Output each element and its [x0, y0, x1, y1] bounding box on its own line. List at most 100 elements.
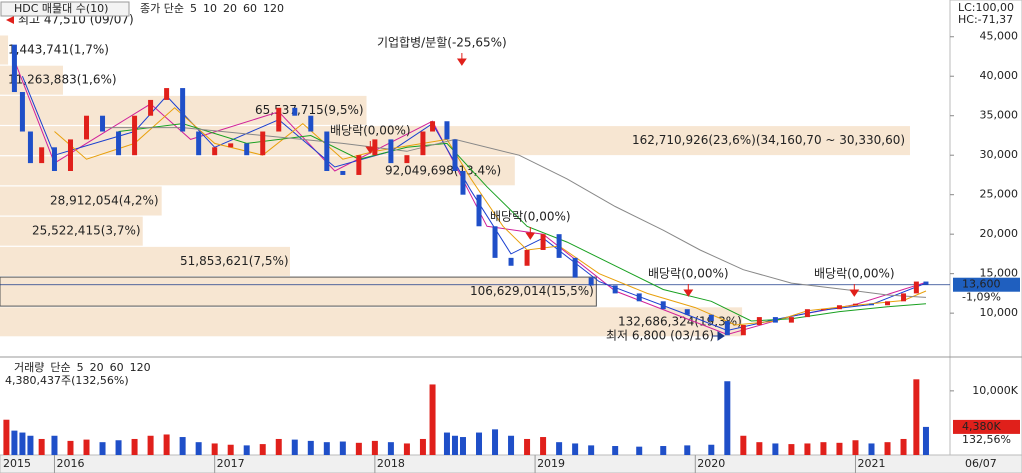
candle [100, 115, 106, 132]
volume-profile-label: 92,049,698(13,4%) [385, 163, 501, 177]
volume-profile-band [0, 35, 9, 65]
legend-label: 종가 단순 [140, 2, 184, 15]
candle [404, 155, 410, 164]
volume-bar [724, 381, 731, 455]
volume-bar [51, 435, 58, 455]
volume-profile-label: 28,912,054(4,2%) [50, 194, 159, 208]
candle [540, 234, 546, 250]
volume-bar [900, 438, 907, 455]
x-tick-label: 2018 [377, 457, 405, 470]
legend-entry: 120 [130, 361, 151, 374]
volume-bar [524, 438, 531, 455]
y-tick-label: 10,000 [980, 306, 1019, 319]
volume-bar [588, 445, 595, 455]
corner-label: LC:100,00 [958, 1, 1014, 14]
candle [772, 317, 778, 323]
y-tick-label: 30,000 [980, 148, 1019, 161]
annotation: 배당락(0,00%) [648, 267, 729, 281]
candle [836, 305, 842, 310]
volume-bar [740, 435, 747, 455]
candle [51, 147, 57, 171]
candle [492, 226, 498, 258]
y-tick-label: 20,000 [980, 227, 1019, 240]
candle [923, 281, 929, 285]
volume-bar [492, 429, 499, 455]
candle [804, 309, 810, 318]
volume-bar [227, 444, 234, 455]
candle [820, 309, 826, 311]
annotation-arrow [365, 141, 376, 154]
volume-bar [572, 443, 579, 455]
candle [180, 88, 186, 132]
candle [196, 131, 202, 156]
candle [324, 131, 330, 171]
volume-bar [684, 445, 691, 455]
volume-bar [307, 440, 314, 455]
last-price-box [953, 277, 1020, 292]
volume-bar [275, 438, 282, 455]
candle [612, 285, 618, 294]
candle [148, 99, 154, 116]
volume-bar [27, 435, 34, 455]
volume-bar [540, 437, 547, 455]
corner-label: HC:-71,37 [958, 13, 1013, 26]
title-box [0, 1, 130, 17]
volume-bar [83, 439, 90, 455]
volume-profile-label: 11,263,883(1,6%) [8, 73, 117, 87]
volume-bar [211, 443, 218, 455]
volume-bar [429, 384, 436, 455]
candle [356, 155, 362, 175]
volume-bar [243, 445, 250, 455]
volume-bar [3, 419, 10, 455]
volume-bar [163, 434, 170, 455]
volume-bar [852, 440, 859, 455]
volume-bar [788, 444, 795, 455]
candle [244, 143, 250, 156]
volume-bar [259, 444, 266, 455]
volume-bar [67, 440, 74, 455]
candle [740, 324, 746, 336]
volume-bar [868, 443, 875, 455]
candle [340, 170, 346, 175]
volume-bar [387, 442, 394, 455]
candle [901, 293, 907, 302]
candle [164, 88, 170, 100]
candle [372, 139, 378, 156]
candle [588, 277, 594, 286]
y-tick-label: 25,000 [980, 188, 1019, 201]
volume-profile-band [0, 186, 162, 216]
annotation-arrow [456, 53, 467, 66]
volume-profile-label: 106,629,014(15,5%) [470, 284, 594, 298]
volume-bar [476, 432, 483, 455]
legend-entry: 60 [243, 2, 257, 15]
volume-profile-band [0, 65, 63, 95]
candle [84, 115, 90, 140]
candle [228, 143, 234, 148]
last-volume-box [953, 419, 1020, 434]
x-tick-label: 2020 [697, 457, 725, 470]
volume-bar [922, 426, 929, 455]
candle [212, 147, 218, 156]
last-change: -1,09% [962, 291, 1001, 304]
candle [708, 314, 714, 322]
volume-bar [636, 446, 643, 455]
candle [788, 317, 794, 323]
legend-entry: 5 [77, 361, 84, 374]
y-tick-label: 10,000K [972, 384, 1018, 397]
volume-profile-label: 65,537,715(9,5%) [255, 103, 364, 117]
volume-bar [291, 439, 298, 455]
candle [132, 115, 138, 156]
annotation: 배당락(0,00%) [490, 210, 571, 224]
volume-bar [323, 442, 330, 455]
right-axis-panel [949, 0, 1022, 473]
volume-bar [756, 442, 763, 455]
volume-bar [660, 446, 667, 455]
y-tick-label: 35,000 [980, 109, 1019, 122]
legend-label: 거래량 [14, 361, 44, 374]
candle [524, 249, 530, 266]
volume-bar [884, 442, 891, 455]
legend-label: 단순 [50, 361, 70, 374]
candle [556, 234, 562, 258]
